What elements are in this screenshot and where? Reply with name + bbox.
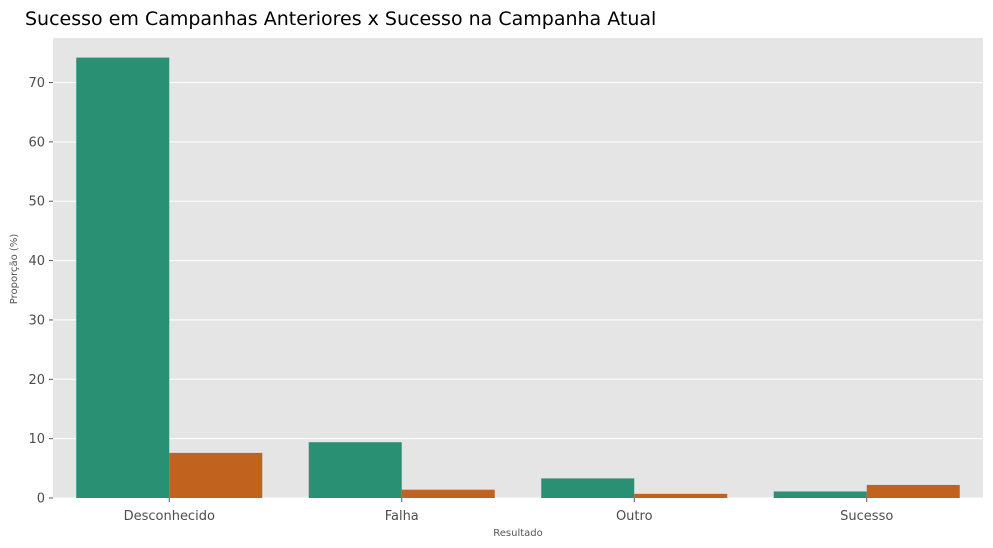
x-tick-label: Falha	[385, 509, 419, 524]
x-tick-label: Outro	[616, 509, 653, 524]
bars	[76, 57, 960, 498]
x-tick-label: Desconhecido	[124, 509, 215, 524]
bar	[866, 484, 960, 498]
y-axis-ticks: 0 10 20 30 40 50 60 70	[28, 76, 53, 507]
x-axis-ticks: Desconhecido Falha Outro Sucesso	[124, 498, 893, 524]
plot-area	[53, 38, 983, 498]
bar	[634, 493, 728, 498]
y-tick-label: 40	[28, 254, 45, 269]
y-tick-label: 10	[28, 432, 45, 447]
bar	[401, 489, 495, 498]
y-tick-label: 0	[37, 492, 45, 507]
bar	[541, 478, 635, 498]
y-tick-label: 60	[28, 135, 45, 150]
bar	[308, 442, 402, 498]
x-axis-label: Resultado	[493, 528, 543, 539]
bar	[169, 452, 263, 498]
bar	[773, 491, 867, 498]
y-tick-label: 20	[28, 373, 45, 388]
gridlines	[53, 82, 983, 499]
bar	[76, 57, 170, 498]
y-tick-label: 70	[28, 76, 45, 91]
y-axis-label: Proporção (%)	[9, 234, 20, 305]
chart-title: Sucesso em Campanhas Anteriores x Sucess…	[25, 8, 656, 30]
x-tick-label: Sucesso	[840, 509, 893, 524]
y-tick-label: 50	[28, 195, 45, 210]
y-tick-label: 30	[28, 313, 45, 328]
